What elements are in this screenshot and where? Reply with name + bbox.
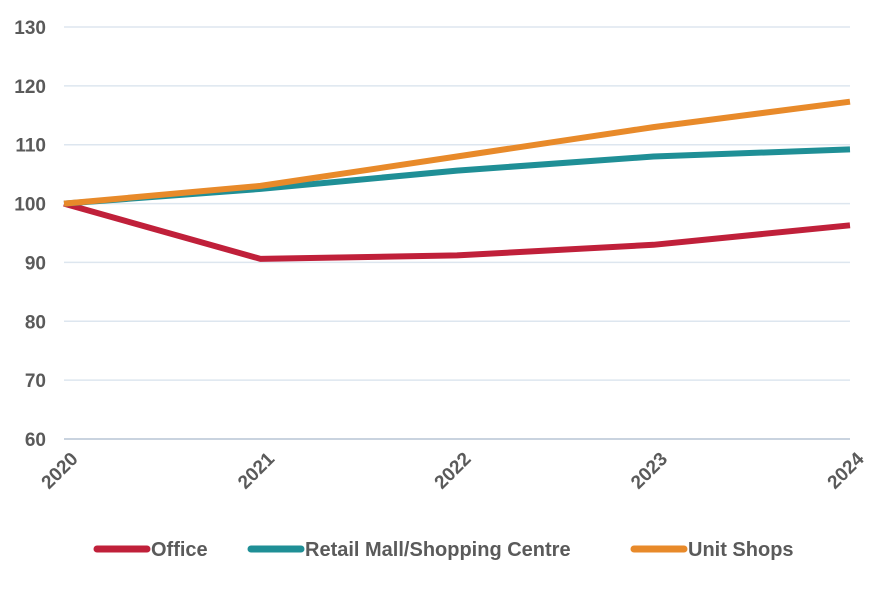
x-tick-label: 2023 (627, 449, 672, 494)
x-axis-tick-labels: 2020 2021 2022 2023 2024 (38, 448, 869, 493)
x-tick-label: 2022 (431, 449, 476, 494)
y-tick-label: 100 (14, 195, 46, 216)
legend-label: Office (151, 539, 208, 561)
y-tick-label: 70 (25, 371, 46, 392)
x-tick-label: 2024 (824, 448, 869, 493)
y-tick-label: 110 (15, 136, 46, 157)
x-tick-label: 2021 (234, 448, 279, 493)
gridlines (64, 26, 850, 440)
y-tick-label: 130 (14, 18, 46, 39)
y-tick-label: 90 (25, 253, 46, 274)
x-tick-label: 2020 (38, 449, 83, 494)
legend-label: Unit Shops (688, 539, 794, 561)
series-line-unit-shops (63, 98, 851, 207)
legend-label: Retail Mall/Shopping Centre (305, 539, 571, 561)
y-tick-label: 80 (25, 312, 46, 333)
series-lines (63, 98, 851, 262)
legend: Office Retail Mall/Shopping Centre Unit Sh… (93, 539, 794, 561)
y-tick-label: 60 (25, 430, 46, 451)
y-axis-tick-labels: 60 70 80 90 100 110 120 130 (14, 18, 46, 451)
series-line-office (63, 200, 851, 262)
y-tick-label: 120 (14, 77, 46, 98)
